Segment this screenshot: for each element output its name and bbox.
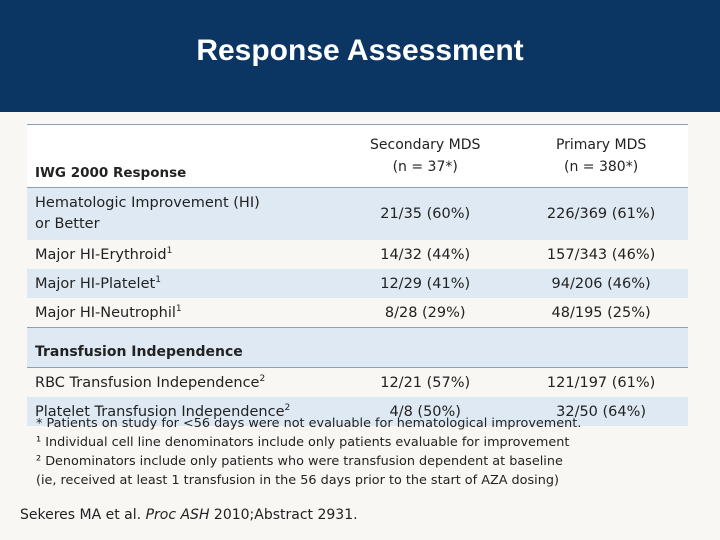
- section-header-row: Transfusion Independence: [27, 327, 688, 368]
- row-label: Major HI-Erythroid1: [27, 240, 336, 269]
- cell-secondary: 4/8 (50%): [389, 403, 461, 420]
- col-header-primary: Primary MDS (n = 380*): [514, 124, 688, 188]
- cell-secondary: 12/29 (41%): [380, 275, 471, 292]
- row-label: Hematologic Improvement (HI) or Better: [27, 188, 336, 241]
- row-label-text: Major HI-Platelet: [35, 275, 156, 292]
- row-label: Major HI-Neutrophil1: [27, 298, 336, 328]
- row-label-text: RBC Transfusion Independence: [35, 374, 260, 391]
- table-row: Major HI-Platelet1 12/29 (41%) 94/206 (4…: [27, 269, 688, 298]
- cell-secondary: 21/35 (60%): [380, 206, 471, 222]
- row-label-text: Major HI-Neutrophil: [35, 304, 176, 321]
- table-row: RBC Transfusion Independence2 12/21 (57%…: [27, 368, 688, 398]
- footnote-2-continued: (ie, received at least 1 transfusion in …: [36, 473, 559, 488]
- row-label-text: Platelet Transfusion Independence: [35, 403, 285, 420]
- table-row: Hematologic Improvement (HI) or Better 2…: [27, 187, 688, 241]
- col-header-secondary: Secondary MDS (n = 37*): [336, 124, 515, 188]
- table-row: Platelet Transfusion Independence2 4/8 (…: [27, 397, 688, 426]
- row-label: Platelet Transfusion Independence2: [27, 397, 336, 426]
- footnote-marker: 2: [259, 374, 266, 385]
- footnote-asterisk: * Patients on study for <56 days were no…: [36, 416, 582, 431]
- row-label-text: Major HI-Erythroid: [35, 246, 167, 263]
- response-table: IWG 2000 Response Secondary MDS (n = 37*…: [27, 124, 688, 426]
- cell-primary: 121/197 (61%): [546, 374, 656, 391]
- row-label-line1: Hematologic Improvement (HI): [35, 195, 260, 211]
- cell-primary: 157/343 (46%): [546, 246, 656, 263]
- footnote-marker: 2: [284, 403, 291, 414]
- cell-secondary: 12/21 (57%): [380, 374, 471, 391]
- row-label: RBC Transfusion Independence2: [27, 368, 336, 398]
- cell-primary: 32/50 (64%): [556, 403, 647, 420]
- footnote-2: ² Denominators include only patients who…: [36, 454, 563, 469]
- col-header-response: IWG 2000 Response: [27, 124, 337, 188]
- footnotes: * Patients on study for <56 days were no…: [36, 414, 696, 490]
- cell-primary: 226/369 (61%): [546, 206, 656, 222]
- title-banner: Response Assessment: [0, 0, 720, 112]
- footnote-marker: 1: [175, 304, 182, 315]
- cell-primary: 48/195 (25%): [551, 304, 651, 321]
- footnote-marker: 1: [155, 275, 161, 286]
- table-row: Major HI-Neutrophil1 8/28 (29%) 48/195 (…: [27, 298, 688, 328]
- section-title: Transfusion Independence: [27, 327, 688, 368]
- cell-secondary: 8/28 (29%): [384, 304, 466, 321]
- footnote-marker: 1: [166, 246, 173, 257]
- col-header-secondary-n: (n = 37*): [392, 159, 458, 175]
- col-header-primary-name: Primary MDS: [555, 137, 647, 153]
- page-title: Response Assessment: [196, 34, 524, 67]
- row-label: Major HI-Platelet1: [27, 269, 336, 298]
- col-header-primary-n: (n = 380*): [564, 159, 639, 175]
- citation-details: 2010;Abstract 2931.: [213, 507, 358, 523]
- citation-authors: Sekeres MA et al.: [20, 507, 142, 523]
- row-label-line2: or Better: [35, 216, 100, 232]
- citation: Sekeres MA et al. Proc ASH 2010;Abstract…: [20, 507, 358, 523]
- cell-primary: 94/206 (46%): [551, 275, 651, 292]
- table-row: Major HI-Erythroid1 14/32 (44%) 157/343 …: [27, 240, 688, 269]
- citation-journal: Proc ASH: [145, 507, 210, 523]
- cell-secondary: 14/32 (44%): [380, 246, 471, 263]
- col-header-secondary-name: Secondary MDS: [370, 137, 481, 153]
- table-header-row: IWG 2000 Response Secondary MDS (n = 37*…: [27, 124, 688, 188]
- footnote-1: ¹ Individual cell line denominators incl…: [36, 435, 570, 450]
